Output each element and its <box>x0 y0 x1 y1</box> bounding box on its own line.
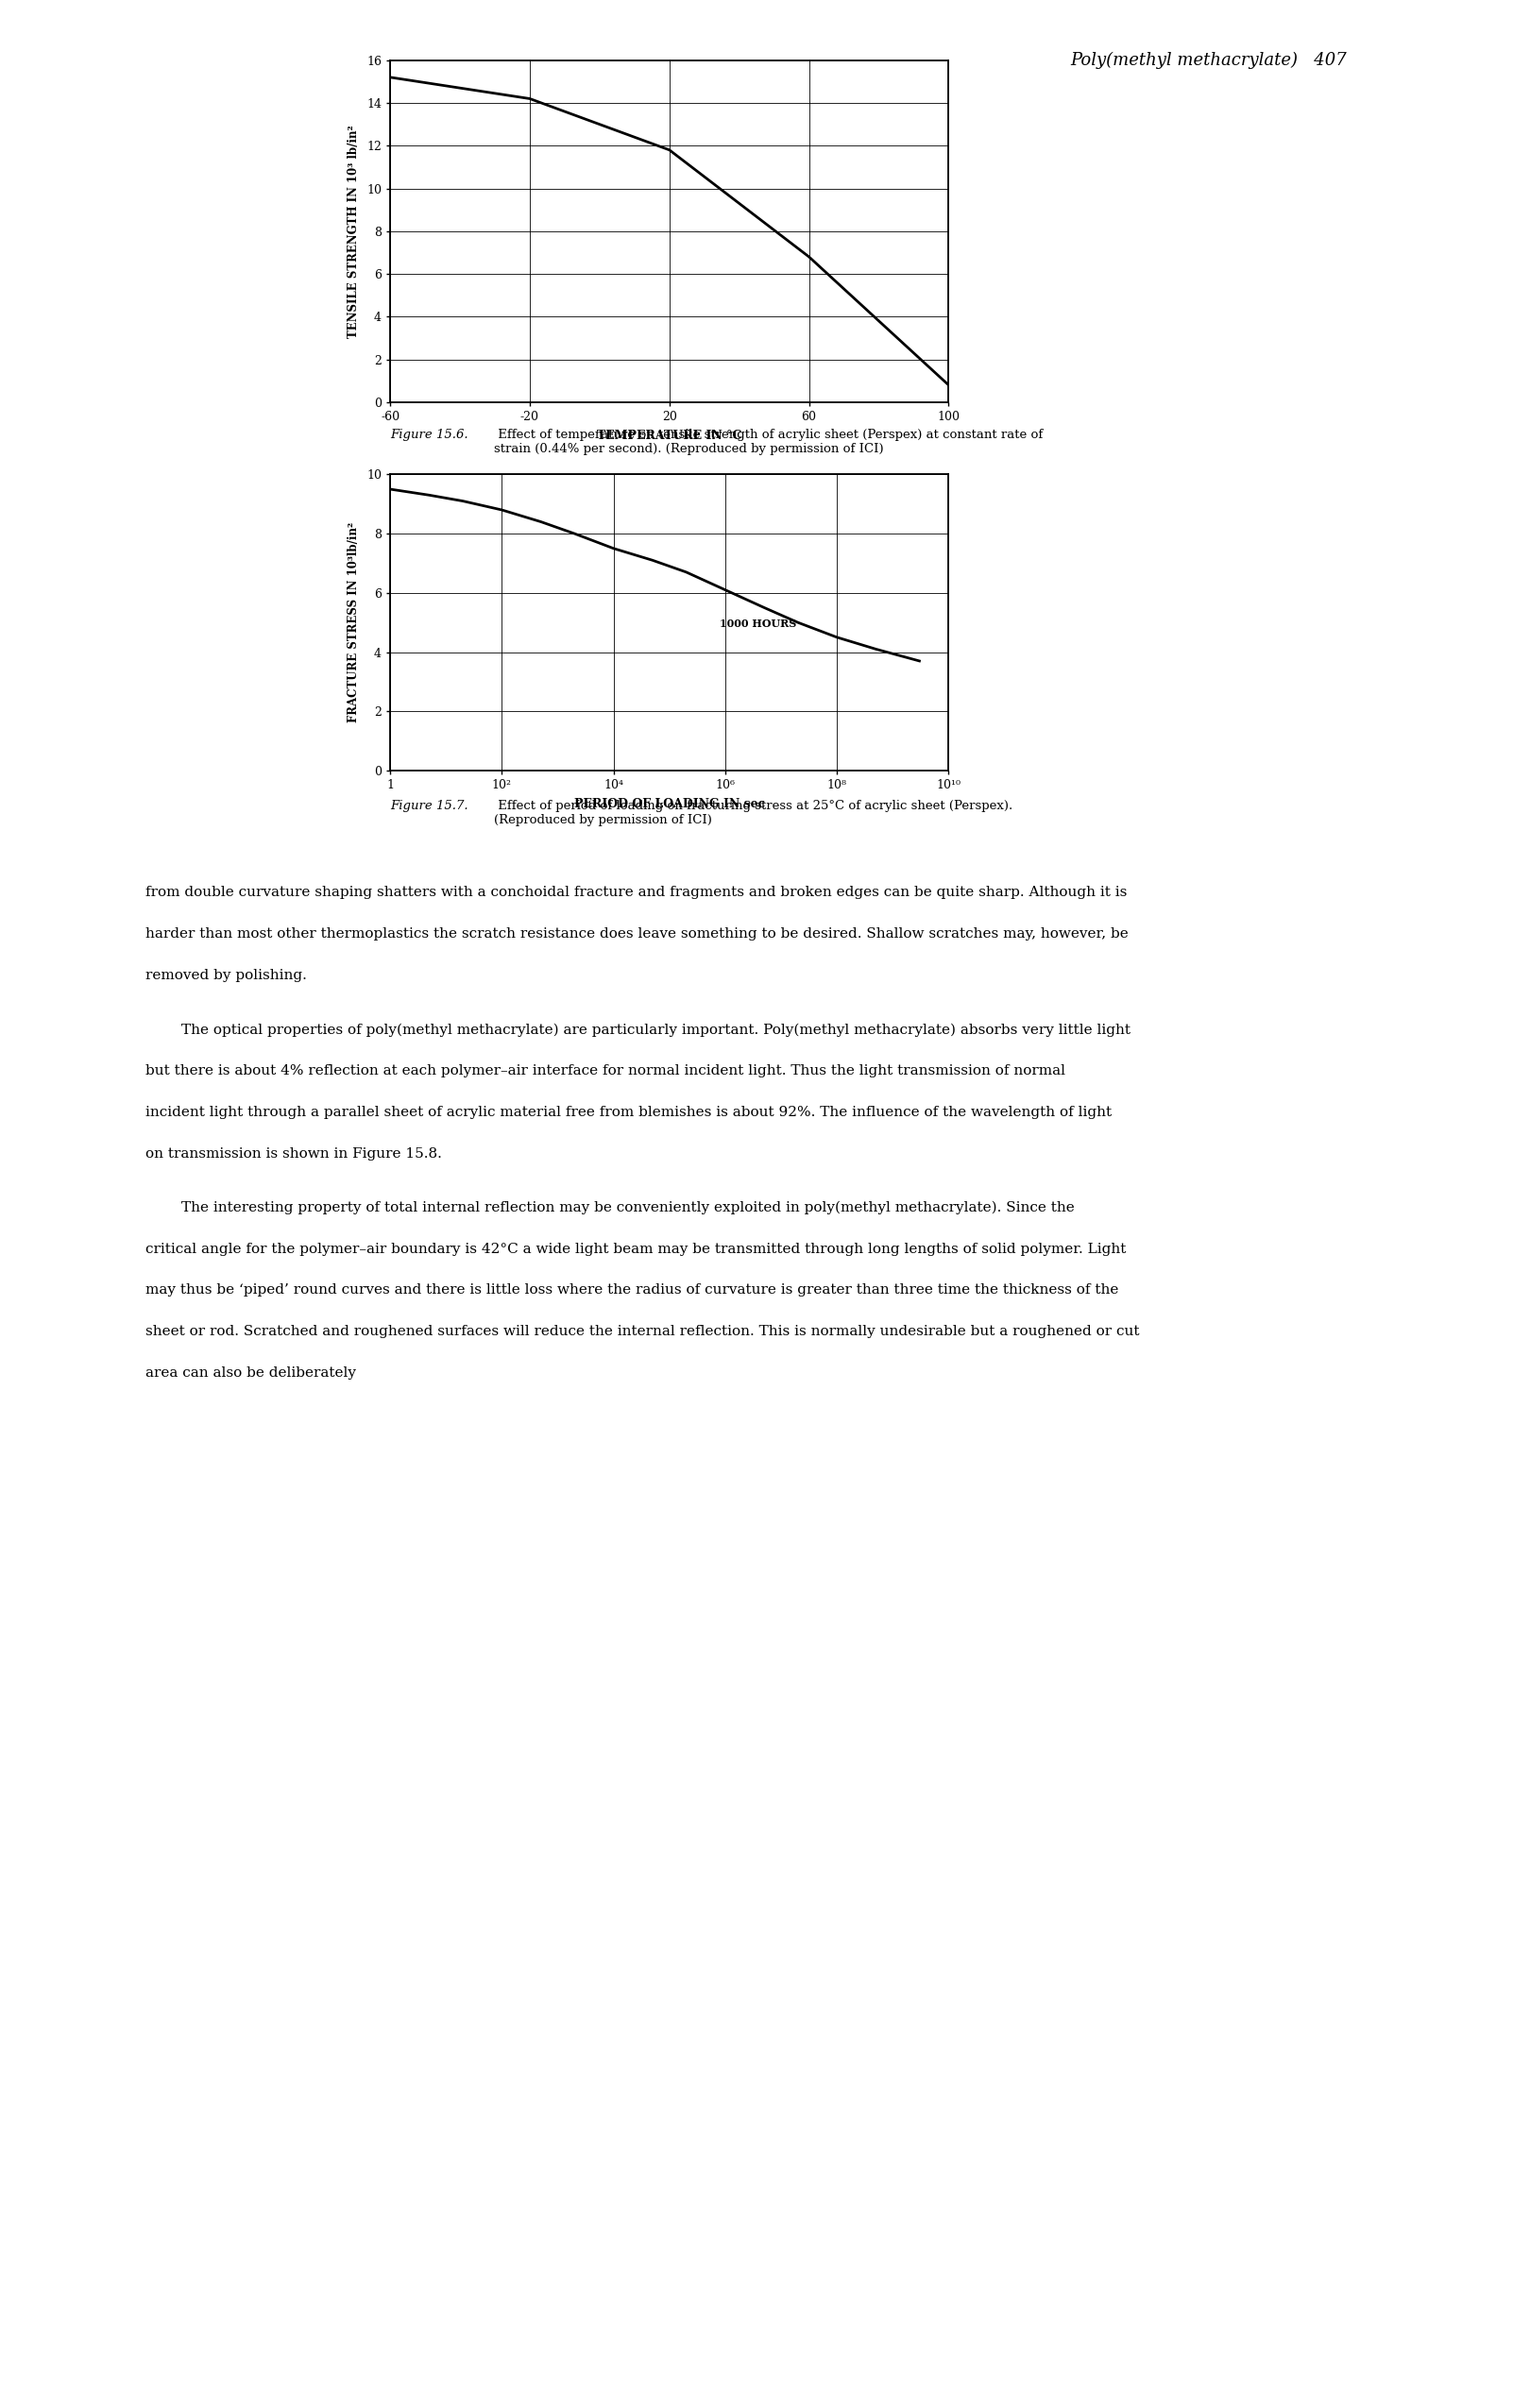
Text: may thus be ‘piped’ round curves and there is little loss where the radius of cu: may thus be ‘piped’ round curves and the… <box>145 1283 1118 1298</box>
Text: on transmission is shown in Figure 15.8.: on transmission is shown in Figure 15.8. <box>145 1146 442 1161</box>
Text: Figure 15.6.: Figure 15.6. <box>390 429 468 441</box>
Text: 1000 HOURS: 1000 HOURS <box>719 619 797 628</box>
Text: from double curvature shaping shatters with a conchoidal fracture and fragments : from double curvature shaping shatters w… <box>145 886 1128 898</box>
Text: harder than most other thermoplastics the scratch resistance does leave somethin: harder than most other thermoplastics th… <box>145 927 1128 942</box>
Y-axis label: TENSILE STRENGTH IN 10³ lb/in²: TENSILE STRENGTH IN 10³ lb/in² <box>347 125 360 337</box>
Text: area can also be deliberately: area can also be deliberately <box>145 1368 356 1380</box>
Text: The optical properties of poly(methyl methacrylate) are particularly important. : The optical properties of poly(methyl me… <box>182 1023 1131 1035</box>
Text: The interesting property of total internal reflection may be conveniently exploi: The interesting property of total intern… <box>182 1202 1076 1214</box>
Text: sheet or rod. Scratched and roughened surfaces will reduce the internal reflecti: sheet or rod. Scratched and roughened su… <box>145 1324 1140 1339</box>
Text: Figure 15.7.: Figure 15.7. <box>390 799 468 811</box>
Text: critical angle for the polymer–air boundary is 42°C a wide light beam may be tra: critical angle for the polymer–air bound… <box>145 1243 1126 1255</box>
Text: Effect of temperature on tensile strength of acrylic sheet (Perspex) at constant: Effect of temperature on tensile strengt… <box>494 429 1043 455</box>
Text: incident light through a parallel sheet of acrylic material free from blemishes : incident light through a parallel sheet … <box>145 1105 1112 1120</box>
Text: Effect of period of loading on fracturing stress at 25°C of acrylic sheet (Persp: Effect of period of loading on fracturin… <box>494 799 1013 826</box>
Text: removed by polishing.: removed by polishing. <box>145 968 306 982</box>
X-axis label: TEMPERATURE IN °C: TEMPERATURE IN °C <box>597 429 742 441</box>
X-axis label: PERIOD OF LOADING IN sec: PERIOD OF LOADING IN sec <box>574 797 765 809</box>
Text: Poly(methyl methacrylate)   407: Poly(methyl methacrylate) 407 <box>1069 51 1346 70</box>
Text: but there is about 4% reflection at each polymer–air interface for normal incide: but there is about 4% reflection at each… <box>145 1064 1065 1076</box>
Y-axis label: FRACTURE STRESS IN 10³lb/in²: FRACTURE STRESS IN 10³lb/in² <box>347 523 360 722</box>
